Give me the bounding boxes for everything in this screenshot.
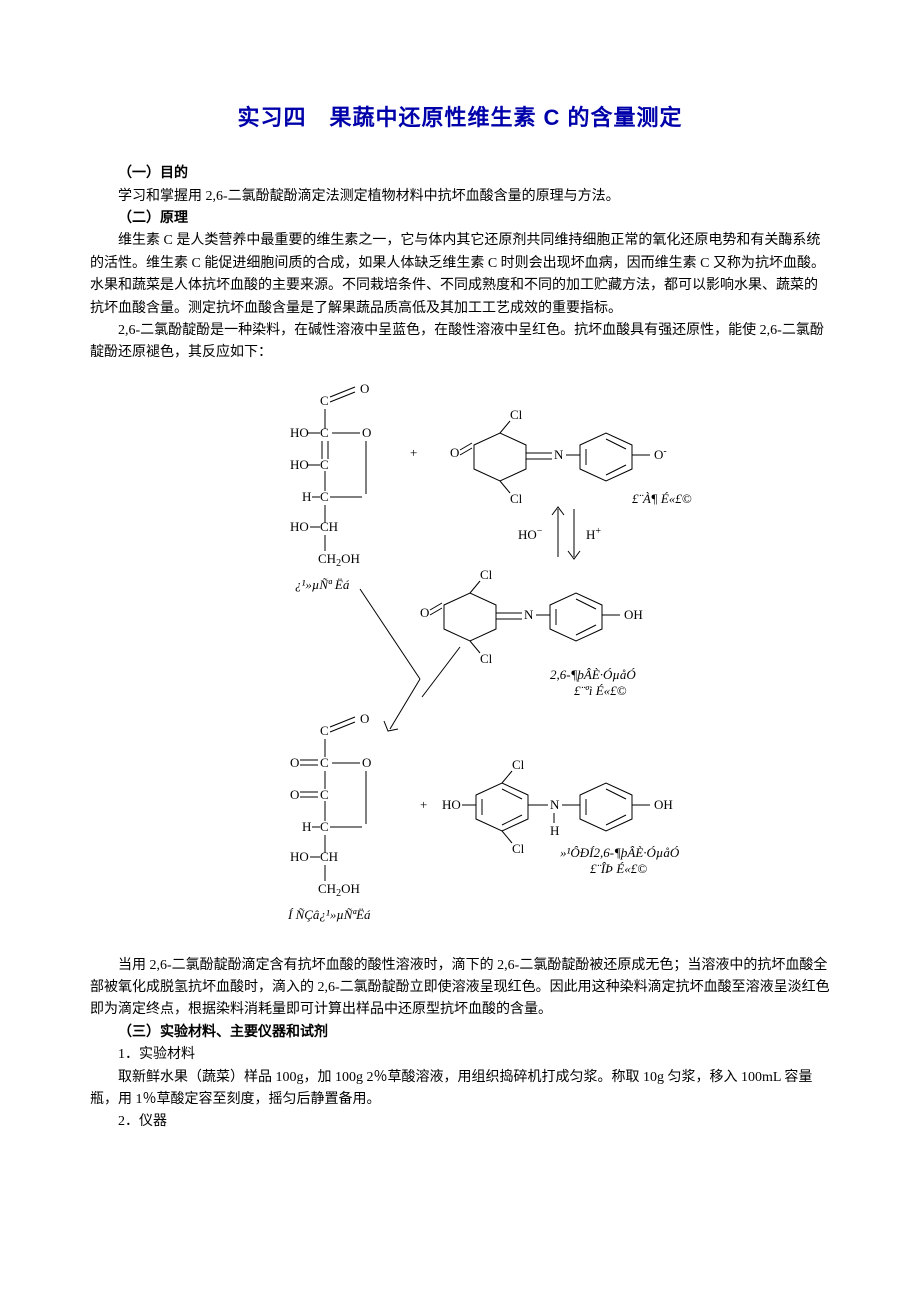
equilibrium-arrows: HO− H+ [518,507,601,559]
svg-text:C: C [320,489,329,504]
svg-text:£¨ÎÞ É«£©: £¨ÎÞ É«£© [590,861,647,876]
svg-text:O: O [360,381,369,396]
svg-text:O: O [360,711,369,726]
section-2-p1: 维生素 C 是人类营养中最重要的维生素之一，它与体内其它还原剂共同维持细胞正常的… [90,230,830,320]
svg-text:Cl: Cl [512,841,525,856]
document-page: 实习四 果蔬中还原性维生素 C 的含量测定 （一）目的 学习和掌握用 2,6-二… [0,0,920,1302]
svg-text:C: C [320,457,329,472]
svg-text:O: O [362,425,371,440]
svg-text:+: + [410,445,417,460]
svg-text:N: N [550,797,560,812]
svg-text:CH2OH: CH2OH [318,881,360,899]
dcpip-blue-structure: O Cl Cl N [450,407,692,506]
svg-text:¿¹»µÑª Ëá: ¿¹»µÑª Ëá [295,577,350,592]
svg-text:O: O [420,605,429,620]
svg-text:HO: HO [290,425,309,440]
section-3-p1: 取新鲜水果（蔬菜）样品 100g，加 100g 2％草酸溶液，用组织捣碎机打成匀… [90,1067,830,1112]
svg-text:HO: HO [290,849,309,864]
svg-text:Cl: Cl [510,491,523,506]
svg-text:HO: HO [290,457,309,472]
svg-text:CH: CH [320,849,338,864]
svg-text:Cl: Cl [512,757,525,772]
section-3-item-2: 2．仪器 [90,1111,830,1133]
section-1-p1: 学习和掌握用 2,6-二氯酚靛酚滴定法测定植物材料中抗坏血酸含量的原理与方法。 [90,186,830,208]
svg-text:OH: OH [624,607,643,622]
dehydroascorbic-structure: O C O C O C O H [287,711,371,922]
svg-text:O: O [290,787,299,802]
ascorbic-acid-structure: O C HO C HO C O [290,381,371,592]
svg-text:C: C [320,819,329,834]
section-2-p3: 当用 2,6-二氯酚靛酚滴定含有抗坏血酸的酸性溶液时，滴下的 2,6-二氯酚靛酚… [90,955,830,1022]
svg-text:H: H [302,819,311,834]
svg-text:O: O [290,755,299,770]
reaction-diagram: O C HO C HO C O [90,379,830,949]
svg-text:OH: OH [654,797,673,812]
reaction-svg: O C HO C HO C O [160,379,760,949]
svg-text:CH: CH [320,519,338,534]
svg-text:»¹Ô­ÐÍ2,6-¶þÂÈ·ÓµåÓ: »¹Ô­ÐÍ2,6-¶þÂÈ·ÓµåÓ [560,845,680,860]
svg-text:C: C [320,755,329,770]
document-title: 实习四 果蔬中还原性维生素 C 的含量测定 [90,100,830,135]
svg-text:£¨À¶ É«£©: £¨À¶ É«£© [632,491,692,506]
svg-text:Cl: Cl [480,651,493,666]
svg-text:HO−: HO− [518,526,543,542]
svg-text:HO: HO [290,519,309,534]
svg-text:CH2OH: CH2OH [318,551,360,569]
svg-text:O-: O- [654,446,667,462]
svg-text:Cl: Cl [480,567,493,582]
section-3-head: （三）实验材料、主要仪器和试剂 [90,1022,830,1044]
svg-text:O: O [362,755,371,770]
svg-text:H: H [550,823,559,838]
section-2-p2: 2,6-二氯酚靛酚是一种染料，在碱性溶液中呈蓝色，在酸性溶液中呈红色。抗坏血酸具… [90,320,830,365]
svg-text:C: C [320,723,329,738]
section-1-head: （一）目的 [90,163,830,185]
svg-text:+: + [420,797,427,812]
svg-text:C: C [320,393,329,408]
svg-text:Cl: Cl [510,407,523,422]
svg-text:N: N [524,607,534,622]
section-2-head: （二）原理 [90,208,830,230]
svg-text:Í ÑÇâ¿¹»µÑªËá: Í ÑÇâ¿¹»µÑªËá [287,907,371,922]
svg-text:£¨ºì É«£©: £¨ºì É«£© [574,683,627,698]
svg-text:H+: H+ [586,526,601,542]
svg-text:O: O [450,445,459,460]
svg-text:N: N [554,447,564,462]
leuco-dcpip-structure: HO Cl Cl N H [442,757,680,876]
section-3-item-1: 1．实验材料 [90,1044,830,1066]
reaction-y-lines [360,589,460,731]
svg-text:HO: HO [442,797,461,812]
dcpip-red-structure: O Cl Cl N OH [420,567,643,698]
svg-text:H: H [302,489,311,504]
svg-text:C: C [320,787,329,802]
svg-text:C: C [320,425,329,440]
svg-text:2,6-¶þÂÈ·ÓµåÓ: 2,6-¶þÂÈ·ÓµåÓ [550,667,636,682]
